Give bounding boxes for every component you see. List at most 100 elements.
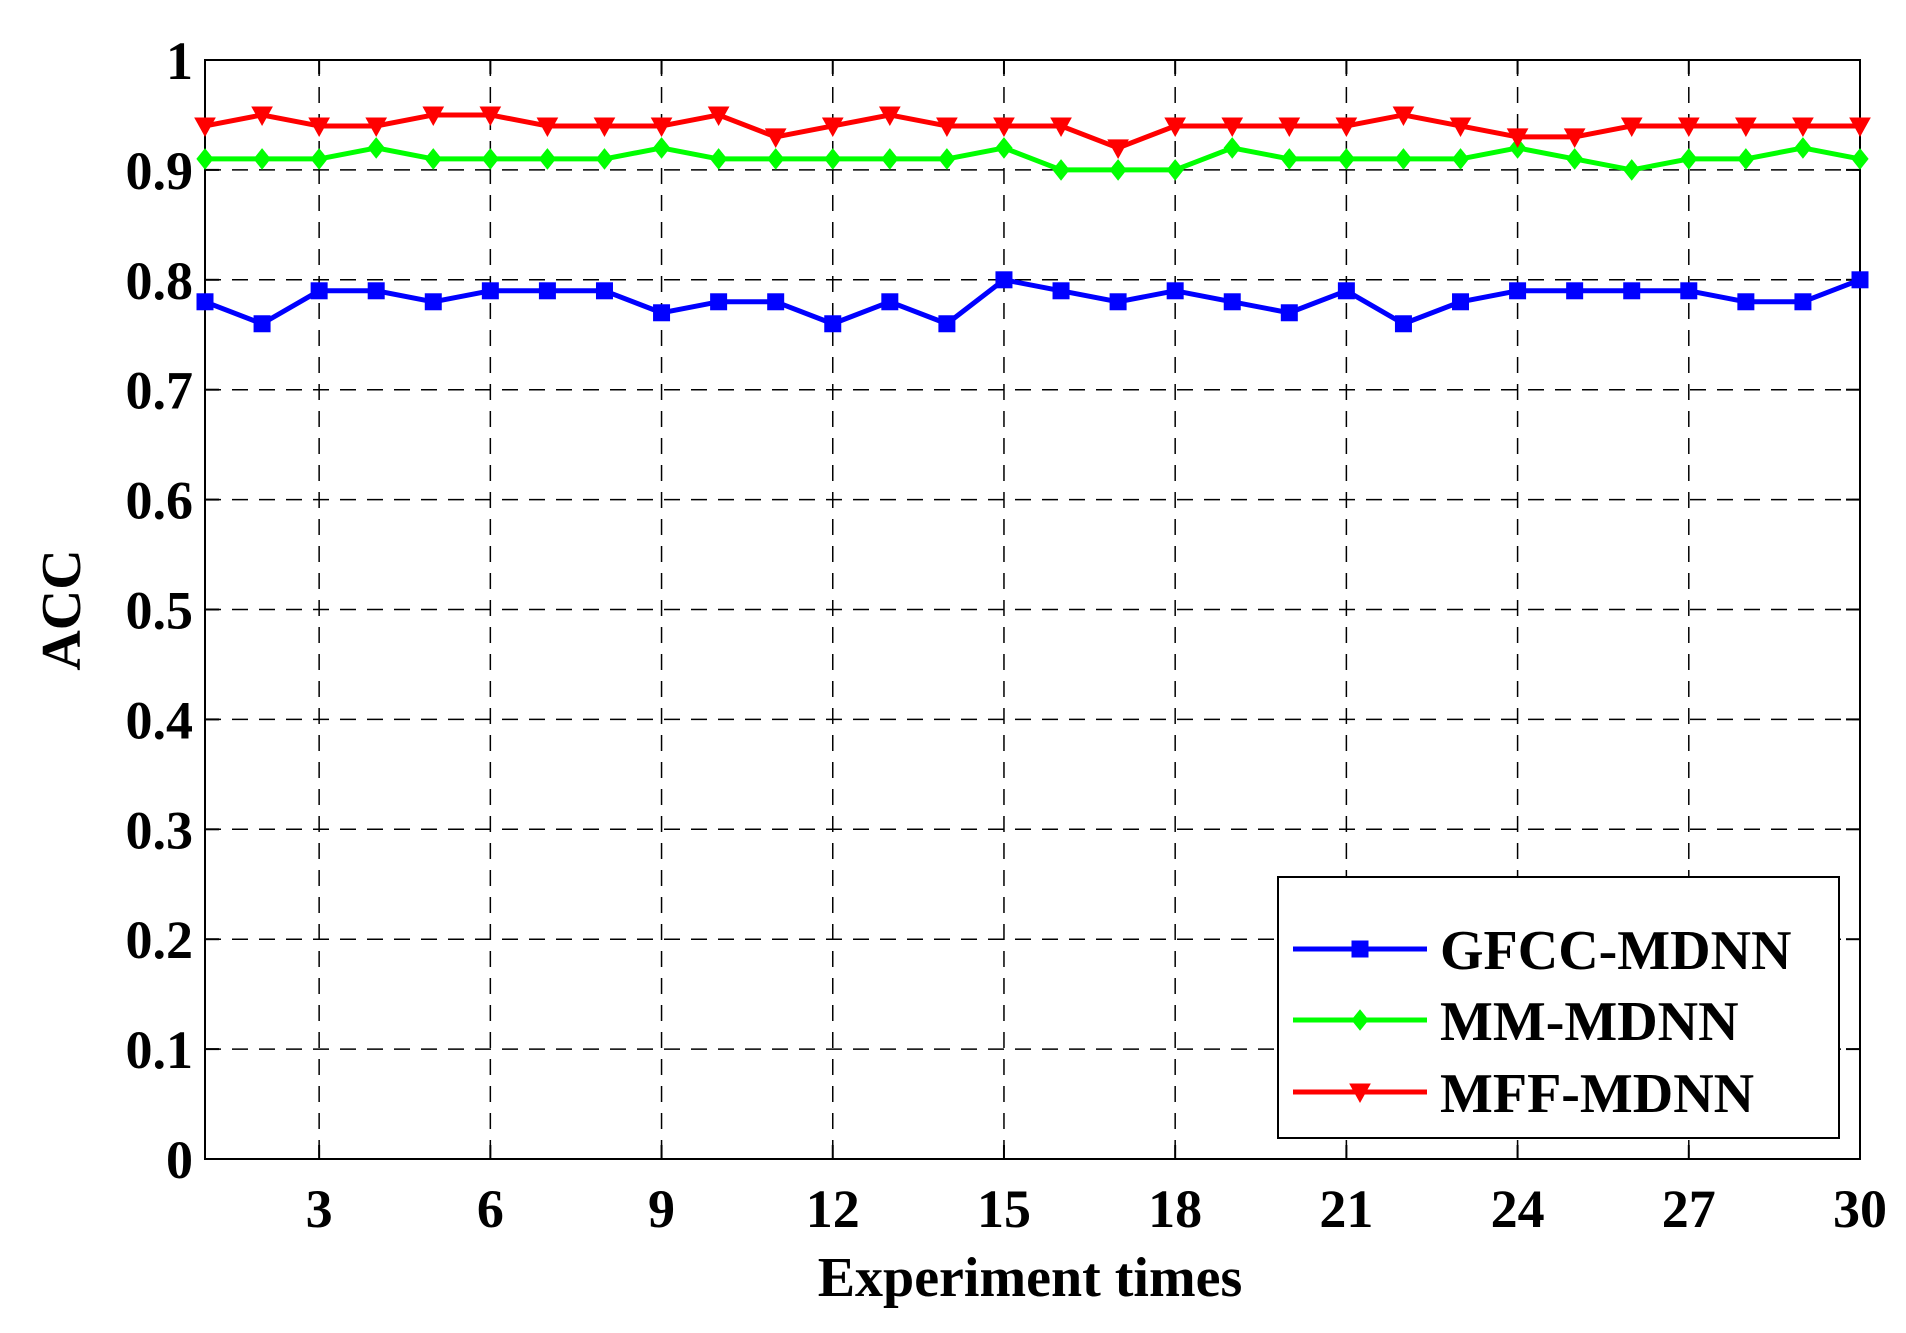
x-tick-label: 27 [1662, 1179, 1716, 1239]
data-point [365, 117, 388, 137]
legend-label: MM-MDNN [1440, 991, 1739, 1053]
data-point [1680, 148, 1698, 170]
data-point [1452, 293, 1470, 311]
data-point [1394, 148, 1413, 170]
axes [204, 59, 1861, 1160]
data-point [194, 117, 216, 137]
data-point [767, 293, 785, 311]
data-point [1737, 293, 1755, 311]
legend-swatch-marker [1351, 940, 1369, 958]
data-point [1337, 148, 1356, 170]
data-point [1052, 159, 1070, 181]
data-point [709, 148, 728, 170]
data-point [1506, 128, 1529, 148]
data-point [650, 117, 673, 137]
y-tick-label: 1 [166, 31, 193, 91]
data-point [1280, 304, 1298, 322]
series-mm-mdnn [196, 137, 1869, 181]
data-point [479, 106, 502, 126]
legend-label: MFF-MDNN [1440, 1063, 1754, 1125]
data-point [253, 148, 271, 170]
data-point [1563, 128, 1586, 148]
data-point [936, 117, 958, 137]
data-point [1566, 148, 1584, 170]
data-point [1737, 148, 1755, 170]
x-tick-label: 30 [1833, 1179, 1887, 1239]
legend-swatch-marker [1349, 1083, 1371, 1104]
data-point [1680, 282, 1698, 300]
data-point [993, 117, 1015, 137]
y-tick-label: 0.5 [126, 581, 194, 641]
data-point [308, 117, 330, 137]
y-tick-label: 0.3 [126, 800, 194, 860]
data-point [1794, 293, 1812, 311]
data-point [1677, 117, 1700, 137]
data-point [995, 137, 1013, 159]
legend-item: GFCC-MDNN [1293, 920, 1791, 982]
x-tick-label: 6 [477, 1179, 504, 1239]
data-point [764, 128, 787, 148]
y-tick-label: 0.8 [126, 251, 194, 311]
data-point [1052, 282, 1070, 300]
data-point [1620, 117, 1643, 137]
data-point [1623, 282, 1641, 300]
x-axis-label: Experiment times [818, 1247, 1243, 1309]
legend-item: MM-MDNN [1293, 991, 1739, 1053]
data-point [1278, 117, 1301, 137]
data-point [367, 137, 385, 159]
data-point [1223, 293, 1241, 311]
data-point [1335, 117, 1358, 137]
data-point [878, 106, 901, 126]
data-point [938, 315, 956, 333]
data-point [1107, 139, 1129, 159]
x-tick-label: 15 [977, 1179, 1031, 1239]
data-point [253, 315, 271, 333]
data-point [1451, 148, 1470, 170]
data-point [196, 148, 214, 170]
x-tick-label: 3 [306, 1179, 333, 1239]
legend-swatch-marker [1351, 1009, 1369, 1031]
data-point [1109, 159, 1127, 181]
data-point [653, 304, 671, 322]
data-point [1392, 106, 1415, 126]
x-tick-label: 9 [648, 1179, 675, 1239]
data-point [595, 148, 614, 170]
data-point [481, 148, 499, 170]
data-point [367, 282, 385, 300]
data-point [1223, 137, 1241, 159]
y-tick-label: 0.6 [126, 471, 194, 531]
y-tick-label: 0 [166, 1130, 193, 1190]
series-gfcc-mdnn [196, 271, 1869, 333]
data-point [938, 148, 956, 170]
data-point [1851, 148, 1869, 170]
x-tick-label: 12 [806, 1179, 860, 1239]
legend: GFCC-MDNN MM-MDNN MFF-MDNN [1277, 876, 1840, 1139]
data-point [824, 315, 842, 333]
x-tick-label: 24 [1491, 1179, 1545, 1239]
data-point [595, 282, 613, 300]
data-point [538, 148, 557, 170]
legend-item: MFF-MDNN [1293, 1063, 1754, 1125]
series-layer [194, 106, 1871, 333]
data-point [538, 282, 556, 300]
data-point [1337, 282, 1355, 300]
data-point [1849, 117, 1871, 137]
data-point [1851, 271, 1869, 289]
data-point [1449, 117, 1472, 137]
data-point [424, 293, 442, 311]
y-axis-label: ACC [31, 549, 93, 670]
data-point [881, 148, 899, 170]
tick-labels: 0 0.1 0.2 0.3 0.4 0.5 0.6 0.7 0.8 0.9 1 3 6 9 12 15 18 21… [126, 31, 1888, 1239]
data-point [881, 293, 899, 311]
data-point [251, 106, 273, 126]
data-point [310, 282, 328, 300]
data-point [1394, 315, 1412, 333]
data-point [1166, 282, 1184, 300]
series-line [204, 112, 1860, 151]
data-point [1164, 117, 1187, 137]
data-point [707, 106, 730, 126]
data-point [481, 282, 499, 300]
x-tick-label: 21 [1319, 1179, 1373, 1239]
data-point [767, 148, 785, 170]
data-point [995, 271, 1013, 289]
